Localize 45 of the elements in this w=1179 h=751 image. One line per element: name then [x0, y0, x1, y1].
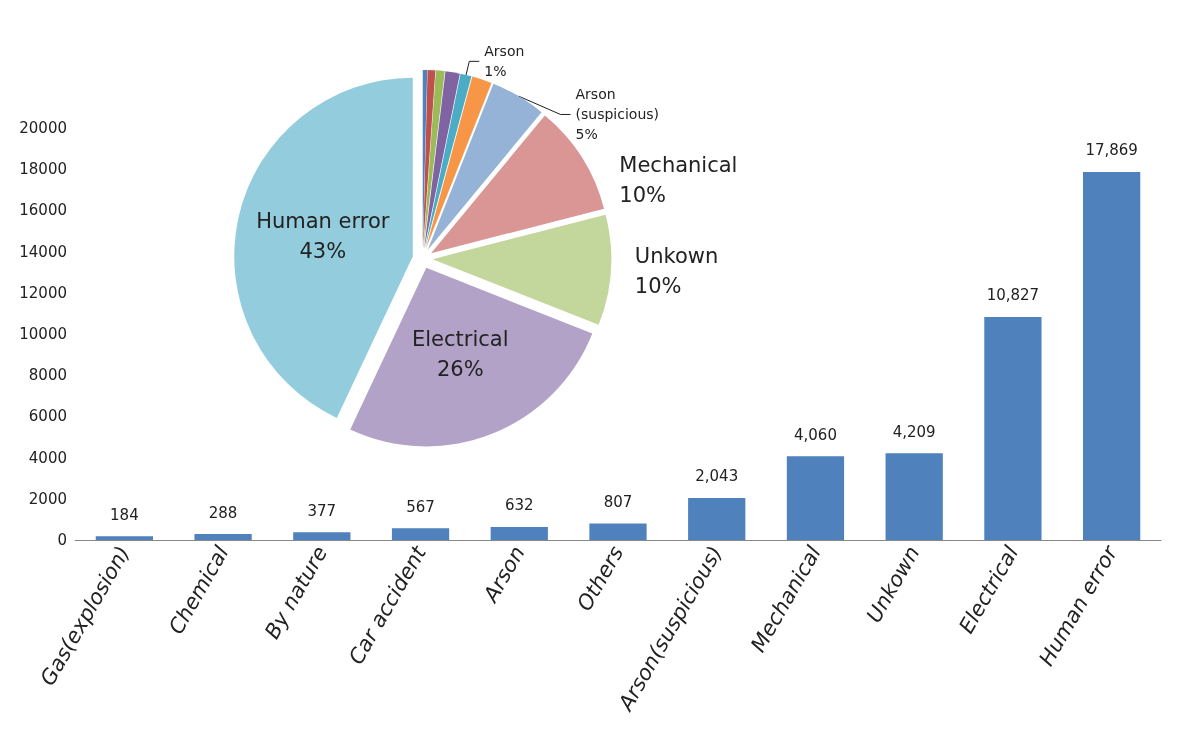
data-label: 632 — [504, 496, 534, 515]
data-label: 184 — [110, 505, 139, 524]
data-label: 10% — [634, 274, 682, 299]
data-label: 2,043 — [695, 467, 739, 486]
y-tick-label: 16000 — [19, 201, 67, 220]
data-label: 1% — [484, 63, 507, 80]
bar — [391, 528, 450, 540]
y-tick-label: 14000 — [19, 242, 67, 261]
bar — [293, 532, 351, 540]
slice-label: Electrical — [411, 326, 509, 351]
y-tick-label: 4000 — [28, 448, 67, 467]
data-label: 567 — [406, 497, 435, 516]
bar — [95, 536, 153, 540]
bar — [1083, 171, 1141, 540]
slice-label: Arson — [484, 43, 525, 60]
bar — [786, 456, 845, 540]
y-tick-label: 2000 — [28, 489, 67, 508]
y-tick-label: 10000 — [19, 325, 67, 343]
slice-label: Unkown — [634, 244, 719, 269]
data-label: 4,209 — [892, 422, 936, 441]
slice-label: Arson (suspicious) — [575, 86, 660, 123]
data-label: 288 — [208, 503, 238, 522]
data-label: 377 — [307, 501, 337, 520]
bar — [194, 534, 252, 540]
data-label: 26% — [436, 356, 484, 381]
data-label: 807 — [603, 492, 633, 511]
data-label: 10,827 — [986, 286, 1040, 305]
bar — [589, 523, 647, 540]
data-label: 17,869 — [1085, 141, 1138, 160]
data-label: 43% — [299, 239, 347, 264]
data-label: 10% — [619, 182, 666, 207]
y-tick-label: 6000 — [28, 407, 67, 426]
y-tick-label: 18000 — [19, 160, 67, 179]
data-label: 5% — [575, 126, 598, 143]
bar — [490, 526, 548, 540]
y-tick-label: 12000 — [19, 283, 67, 302]
y-tick-label: 0 — [57, 531, 67, 549]
data-label: 4,060 — [793, 425, 837, 444]
slice-label: Human error — [256, 209, 390, 234]
bar — [984, 316, 1042, 540]
slice-label: Mechanical — [619, 152, 738, 177]
bar — [688, 497, 746, 540]
bar — [885, 453, 943, 540]
y-tick-label: 8000 — [28, 366, 67, 385]
y-tick-label: 20000 — [19, 119, 67, 137]
